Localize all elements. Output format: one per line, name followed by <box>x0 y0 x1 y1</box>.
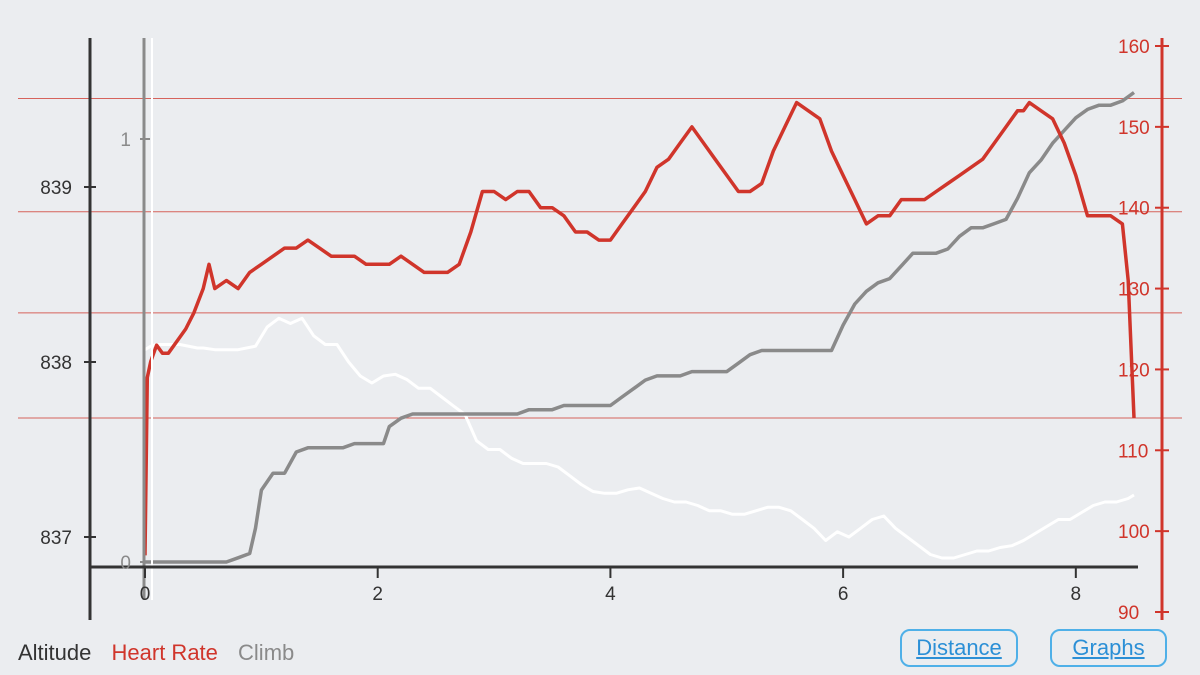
x-tick-label: 6 <box>838 584 849 605</box>
altitude-tick-label: 838 <box>40 353 72 374</box>
x-tick-label: 0 <box>140 584 151 605</box>
altitude-tick-label: 837 <box>40 528 72 549</box>
heart-rate-tick-label: 130 <box>1118 280 1150 301</box>
series-altitude <box>144 316 1135 560</box>
chart: 0 2 4 6 8 837 838 839 0 1 90 100 110 120 130 140 150 160 <box>18 37 1182 624</box>
series-heart-rate <box>143 100 1136 556</box>
altitude-tick-label: 839 <box>40 178 72 199</box>
x-tick-label: 8 <box>1071 584 1082 605</box>
heart-rate-tick-label: 140 <box>1118 199 1150 220</box>
series-climb <box>145 91 1136 564</box>
heart-rate-tick-label: 160 <box>1118 37 1150 58</box>
legend: Altitude Heart Rate Climb <box>18 640 308 666</box>
heart-rate-tick-label: 150 <box>1118 118 1150 139</box>
distance-button[interactable]: Distance <box>900 629 1018 667</box>
heart-rate-tick-label: 120 <box>1118 360 1150 381</box>
legend-climb: Climb <box>238 640 295 665</box>
legend-altitude: Altitude <box>18 640 92 665</box>
climb-tick-label: 1 <box>120 130 131 151</box>
heart-rate-tick-label: 110 <box>1118 441 1148 462</box>
graphs-button[interactable]: Graphs <box>1050 629 1167 667</box>
x-tick-label: 4 <box>605 584 616 605</box>
climb-tick-label: 0 <box>120 553 131 574</box>
x-tick-label: 2 <box>372 584 383 605</box>
heart-rate-tick-label: 100 <box>1118 522 1150 543</box>
heart-rate-tick-label: 90 <box>1118 603 1139 624</box>
legend-heart-rate: Heart Rate <box>111 640 218 665</box>
